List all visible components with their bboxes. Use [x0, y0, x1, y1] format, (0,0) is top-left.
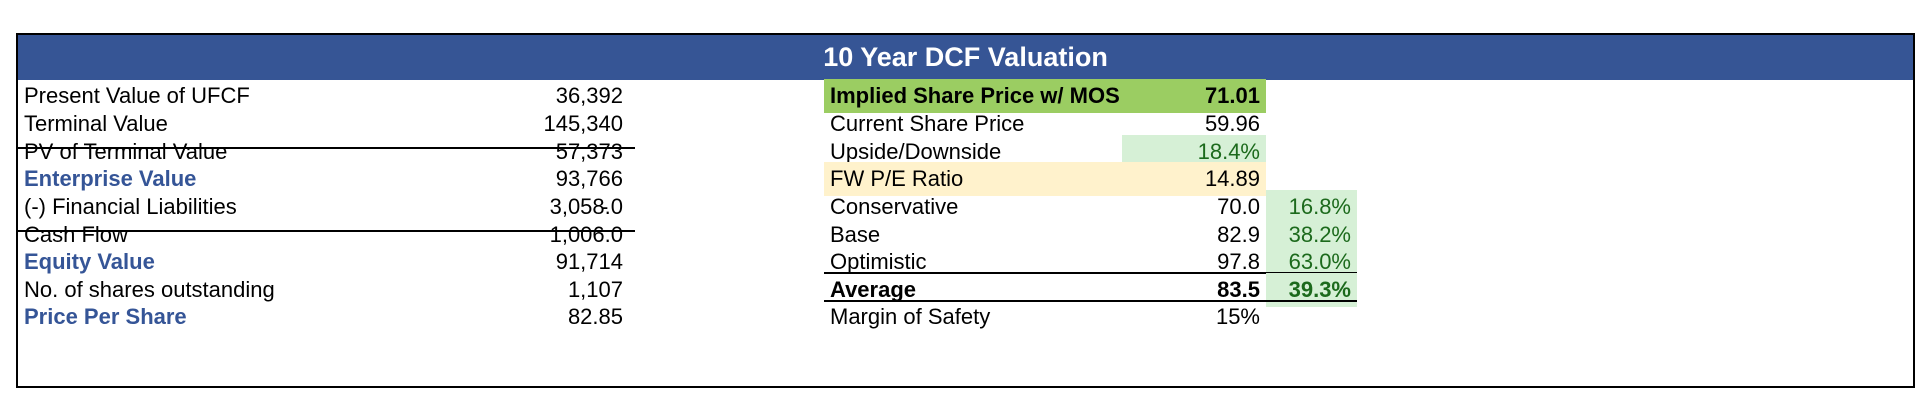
row-value: 57,373 — [555, 139, 623, 164]
row-fw-pe-ratio: FW P/E Ratio 14.89 — [824, 162, 1266, 196]
row-financial-liabilities: (-) Financial Liabilities - 3,058.0 — [18, 190, 635, 224]
row-label: Upside/Downside — [830, 139, 1002, 164]
row-value: 97.8 — [1217, 249, 1260, 274]
row-label: Present Value of UFCF — [24, 83, 250, 108]
row-label: Current Share Price — [830, 111, 1025, 136]
row-value: 3,058.0 — [549, 194, 623, 219]
row-label: Conservative — [830, 194, 959, 219]
row-value: 93,766 — [555, 166, 623, 191]
row-value: 1,006.0 — [549, 222, 623, 247]
row-current-share-price: Current Share Price 59.96 — [824, 107, 1266, 141]
row-margin-of-safety: Margin of Safety 15% — [824, 300, 1266, 334]
row-pct: 63.0% — [1288, 249, 1351, 274]
row-conservative: Conservative 70.0 — [824, 190, 1266, 224]
row-value: 71.01 — [1204, 83, 1260, 108]
row-value: 15% — [1215, 304, 1260, 329]
row-value: 36,392 — [555, 83, 623, 108]
row-price-per-share: Price Per Share 82.85 — [18, 300, 635, 334]
row-present-value-ufcf: Present Value of UFCF 36,392 — [18, 79, 635, 113]
table-title: 10 Year DCF Valuation — [18, 35, 1913, 80]
row-value: 83.5 — [1217, 277, 1260, 302]
row-value: 14.89 — [1204, 166, 1260, 191]
divider — [824, 300, 1357, 302]
row-equity-value: Equity Value 91,714 — [18, 245, 635, 279]
row-average: Average 83.5 — [824, 273, 1266, 307]
row-value: 82.85 — [567, 304, 623, 329]
row-label: Optimistic — [830, 249, 927, 274]
row-value: 145,340 — [543, 111, 623, 136]
row-label: Price Per Share — [24, 304, 187, 329]
row-label: (-) Financial Liabilities — [24, 194, 237, 219]
divider — [18, 147, 635, 149]
row-value: 59.96 — [1204, 111, 1260, 136]
row-cash-flow: Cash Flow 1,006.0 — [18, 218, 635, 252]
row-terminal-value: Terminal Value 145,340 — [18, 107, 635, 141]
row-pct: 38.2% — [1288, 222, 1351, 247]
row-label: PV of Terminal Value — [24, 139, 228, 164]
divider — [824, 272, 1357, 274]
row-pct: 16.8% — [1288, 194, 1351, 219]
row-sign: - — [601, 194, 609, 219]
row-label: Terminal Value — [24, 111, 168, 136]
row-implied-share-price: Implied Share Price w/ MOS 71.01 — [824, 79, 1266, 113]
row-label: Base — [830, 222, 881, 247]
row-label: Implied Share Price w/ MOS — [830, 83, 1120, 108]
row-label: Equity Value — [24, 249, 155, 274]
row-label: Cash Flow — [24, 222, 128, 247]
row-value: 1,107 — [567, 277, 623, 302]
row-value: 18.4% — [1197, 139, 1260, 164]
divider — [18, 230, 635, 232]
row-pv-terminal-value: PV of Terminal Value 57,373 — [18, 135, 635, 169]
row-value: 91,714 — [555, 249, 623, 274]
row-base: Base 82.9 — [824, 218, 1266, 252]
row-label: Margin of Safety — [830, 304, 991, 329]
row-label: Enterprise Value — [24, 166, 197, 191]
row-pct: 39.3% — [1288, 277, 1351, 302]
row-shares-outstanding: No. of shares outstanding 1,107 — [18, 273, 635, 307]
row-label: FW P/E Ratio — [830, 166, 964, 191]
dcf-valuation-table: 10 Year DCF Valuation Present Value of U… — [16, 33, 1915, 388]
row-optimistic: Optimistic 97.8 — [824, 245, 1266, 279]
row-enterprise-value: Enterprise Value 93,766 — [18, 162, 635, 196]
row-label: No. of shares outstanding — [24, 277, 275, 302]
row-label: Average — [830, 277, 917, 302]
row-value: 70.0 — [1217, 194, 1260, 219]
row-value: 82.9 — [1217, 222, 1260, 247]
row-upside-downside: Upside/Downside — [824, 135, 1266, 169]
